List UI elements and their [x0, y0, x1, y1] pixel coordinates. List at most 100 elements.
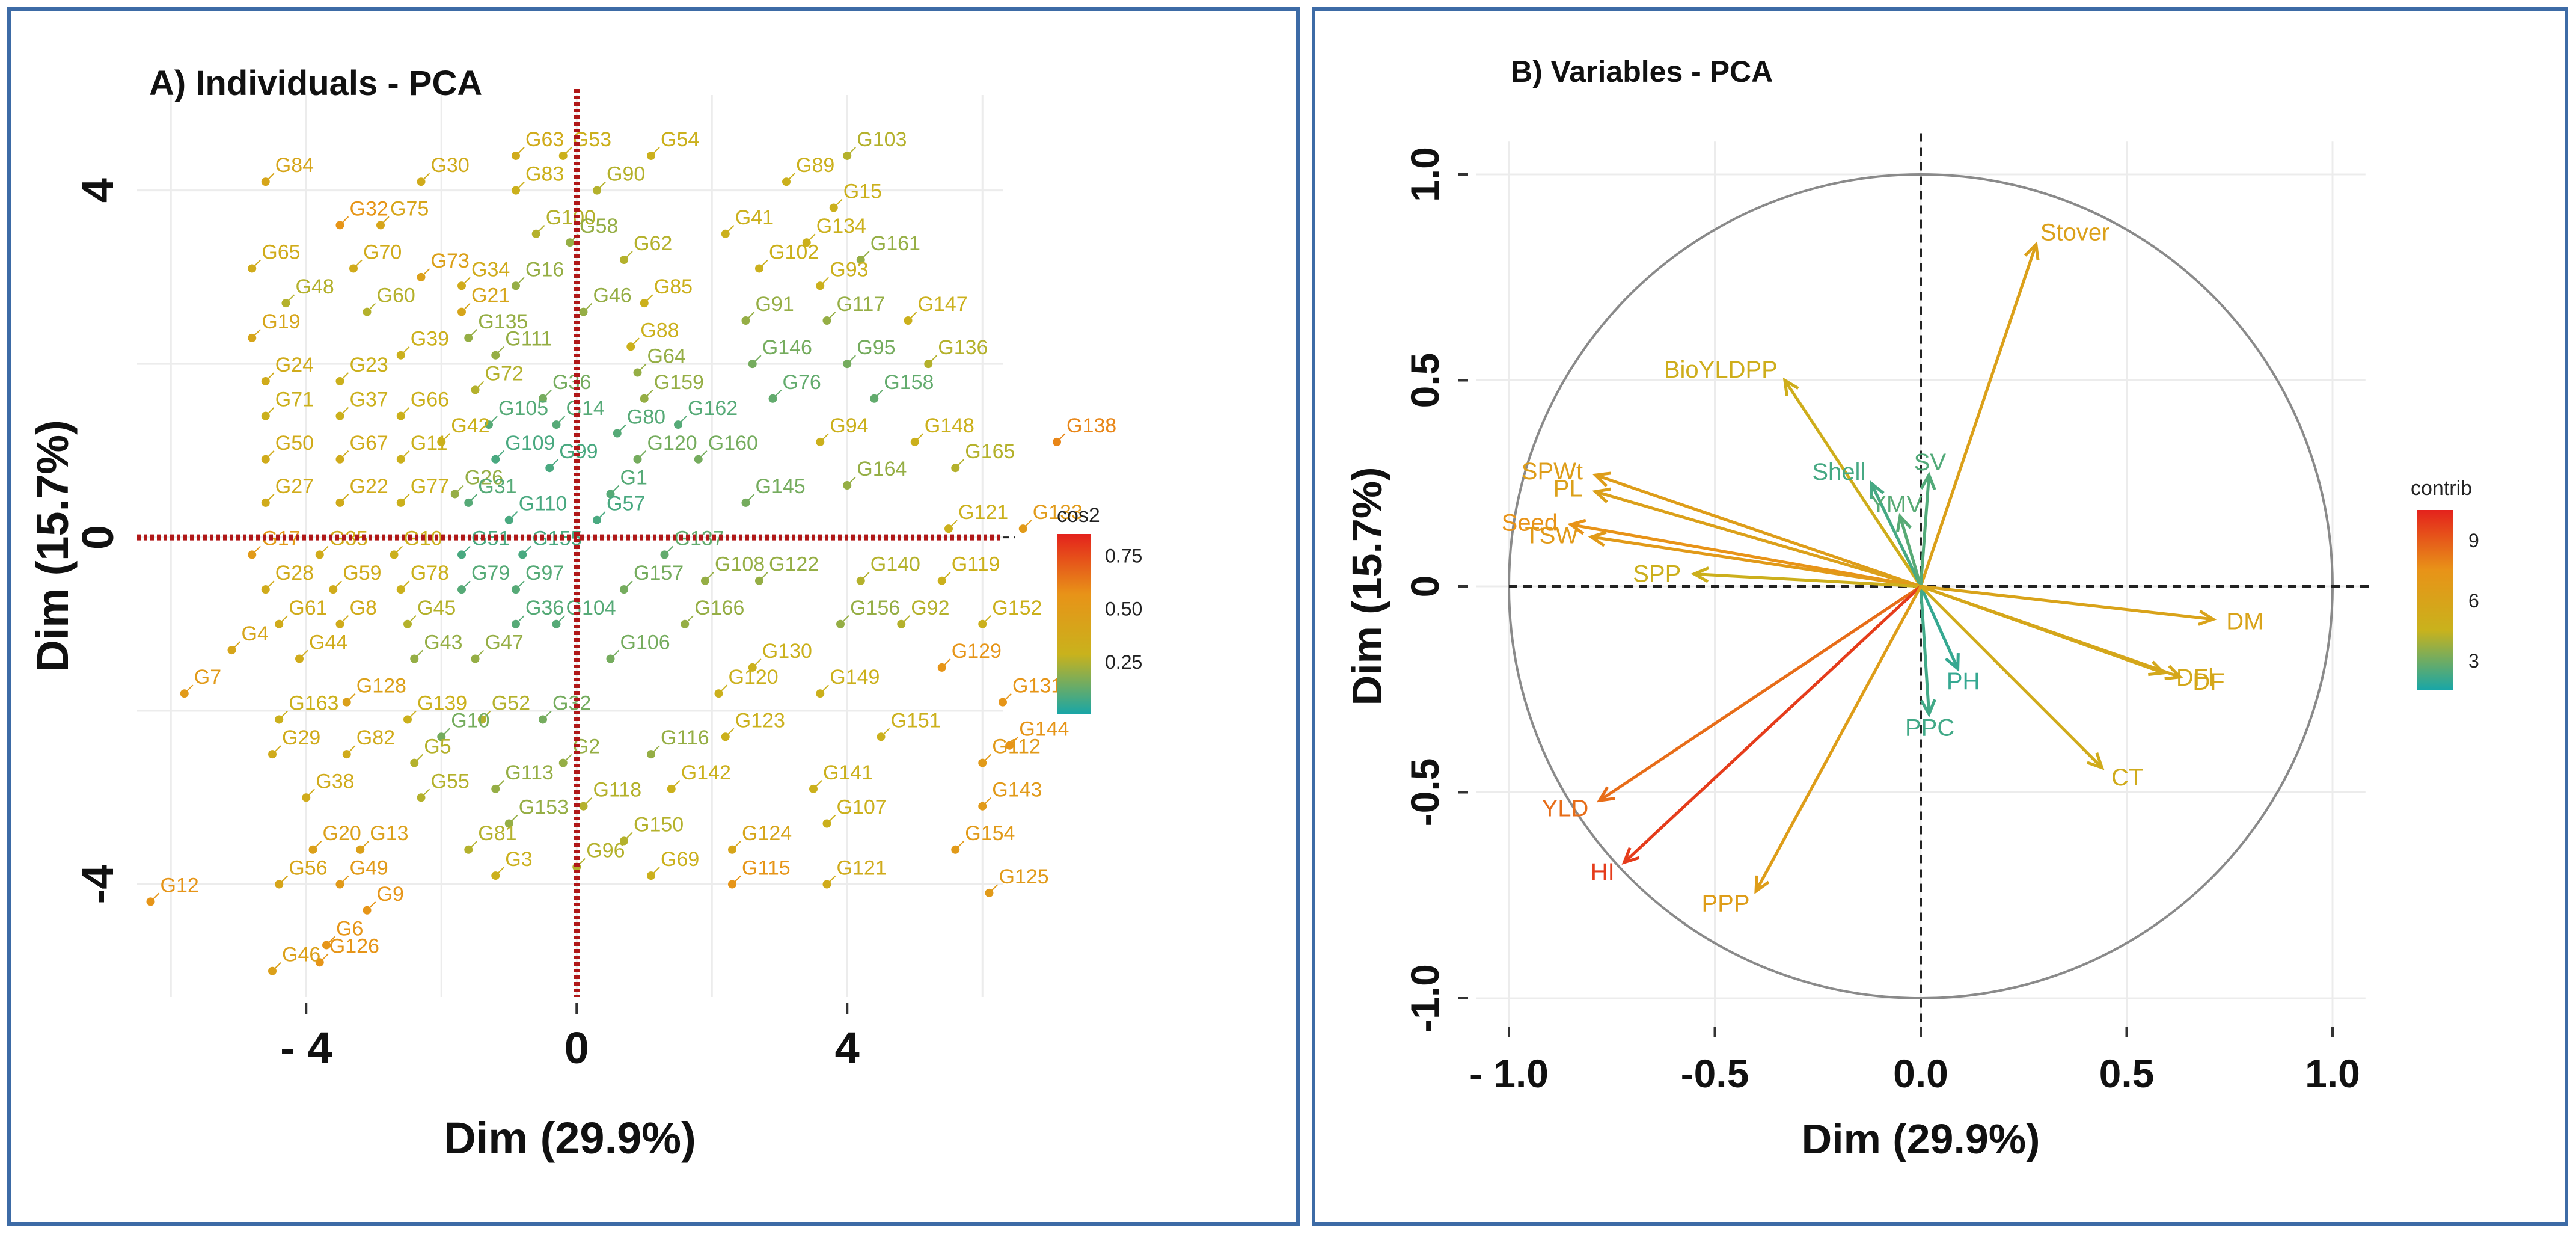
- legend-colorbar: [1057, 534, 1091, 714]
- data-point: [647, 750, 655, 759]
- point-label: G133: [1033, 501, 1083, 524]
- variable-label: PPP: [1701, 890, 1749, 916]
- data-point: [558, 151, 568, 160]
- data-point: [647, 871, 655, 880]
- data-point: [816, 281, 825, 290]
- point-label: G38: [316, 770, 354, 793]
- point-label: G21: [471, 284, 510, 307]
- data-point: [261, 585, 270, 594]
- data-point: [579, 802, 588, 811]
- data-point: [897, 619, 906, 628]
- data-point: [335, 619, 344, 628]
- arrow-head: [2087, 752, 2105, 770]
- x-tick-label: - 4: [280, 1023, 332, 1073]
- data-point: [335, 221, 344, 230]
- point-label: G118: [593, 779, 642, 802]
- point-label: G9: [377, 883, 404, 906]
- point-label: G45: [417, 597, 456, 619]
- data-point: [822, 819, 831, 828]
- point-label: G10: [451, 709, 489, 732]
- point-label: G65: [262, 241, 300, 263]
- point-label: G142: [681, 761, 731, 784]
- point-label: G58: [580, 215, 618, 238]
- arrow-head: [1596, 786, 1615, 803]
- data-point: [504, 819, 513, 828]
- y-tick-label: -4: [73, 865, 123, 904]
- point-label: G111: [505, 328, 552, 351]
- data-point: [978, 758, 987, 767]
- data-point: [674, 420, 682, 429]
- point-label: G146: [762, 336, 812, 359]
- variable-label: PPC: [1905, 714, 1954, 741]
- point-label: G131: [1012, 675, 1062, 698]
- data-point: [457, 550, 466, 559]
- data-point: [999, 698, 1007, 707]
- arrow-head: [1920, 471, 1936, 491]
- point-label: G161: [870, 232, 920, 255]
- data-point: [248, 550, 257, 559]
- point-label: G90: [607, 163, 645, 186]
- variable-label: PL: [1553, 475, 1583, 502]
- data-point: [620, 585, 628, 594]
- data-point: [261, 376, 270, 385]
- y-axis-label: Dim (15.7%): [28, 420, 78, 672]
- variable-arrow: [1591, 535, 1921, 588]
- point-label: G46: [593, 284, 632, 307]
- data-point: [281, 299, 290, 308]
- variable-label: Seed: [1502, 509, 1558, 536]
- point-label: G32: [350, 197, 388, 220]
- legend-label: 6: [2468, 590, 2479, 612]
- arrow-head: [1782, 377, 1799, 396]
- point-label: G75: [390, 197, 429, 220]
- data-point: [816, 689, 825, 698]
- point-label: G95: [857, 336, 895, 359]
- data-point: [268, 966, 277, 975]
- data-point: [457, 307, 466, 316]
- data-point: [660, 550, 669, 559]
- point-label: G29: [282, 726, 320, 749]
- data-point: [261, 177, 270, 186]
- point-label: G14: [566, 397, 605, 420]
- y-axis-label: Dim (15.7%): [1344, 467, 1390, 706]
- legend-label: 0.50: [1105, 598, 1142, 620]
- data-point: [308, 845, 317, 854]
- point-label: G120: [647, 432, 697, 455]
- point-label: G79: [471, 562, 510, 585]
- point-label: G47: [485, 631, 524, 654]
- data-point: [485, 420, 493, 429]
- point-label: G104: [566, 597, 616, 619]
- point-label: G115: [742, 857, 791, 880]
- data-point: [748, 663, 757, 672]
- data-point: [403, 715, 412, 724]
- data-point: [396, 411, 405, 420]
- data-point: [457, 585, 466, 594]
- point-label: G119: [952, 553, 1000, 576]
- data-point: [356, 845, 365, 854]
- point-label: G54: [661, 128, 699, 151]
- data-point: [512, 585, 520, 594]
- data-point: [539, 715, 547, 724]
- data-point: [721, 732, 730, 741]
- point-label: G150: [634, 813, 684, 836]
- data-point: [755, 576, 763, 585]
- data-point: [396, 498, 405, 507]
- data-point: [335, 411, 344, 420]
- point-label: G109: [505, 432, 555, 455]
- data-point: [626, 342, 635, 351]
- arrow-head: [1920, 699, 1936, 718]
- point-label: G26: [465, 466, 503, 489]
- point-label: G37: [350, 388, 388, 411]
- data-point: [558, 758, 568, 767]
- data-point: [985, 888, 994, 897]
- data-point: [471, 385, 480, 394]
- data-point: [633, 455, 642, 464]
- data-point: [396, 585, 405, 594]
- data-point: [491, 871, 500, 880]
- data-point: [606, 654, 615, 663]
- variable-arrow: [1870, 482, 1923, 588]
- point-label: G126: [329, 935, 379, 957]
- point-label: G46: [282, 944, 320, 966]
- data-point: [315, 958, 324, 967]
- variables-pca-panel: Stover BioYLDPP SV Shell YMV SPWt PL Seed TSW SPP…: [1312, 7, 2568, 1226]
